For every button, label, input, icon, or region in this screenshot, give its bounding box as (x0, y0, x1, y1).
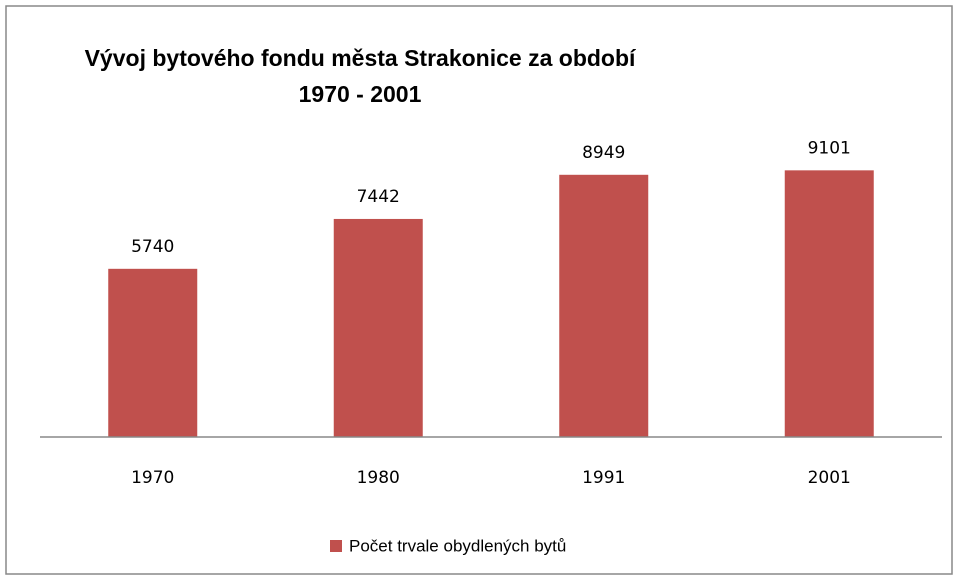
data-label: 8949 (582, 143, 625, 163)
bar (108, 268, 198, 437)
x-tick-label: 1991 (582, 468, 625, 488)
bar (333, 218, 423, 437)
chart-title: Vývoj bytového fondu města Strakonice za… (84, 45, 636, 107)
data-label: 5740 (131, 237, 174, 257)
legend-label: Počet trvale obydlených bytů (349, 536, 566, 555)
bar (559, 174, 649, 437)
data-label: 7442 (357, 187, 400, 207)
legend-swatch (330, 540, 342, 552)
x-tick-label: 2001 (808, 468, 851, 488)
bar (784, 170, 874, 437)
x-tick-label: 1970 (131, 468, 174, 488)
x-tick-label: 1980 (357, 468, 400, 488)
data-label: 9101 (808, 138, 851, 158)
